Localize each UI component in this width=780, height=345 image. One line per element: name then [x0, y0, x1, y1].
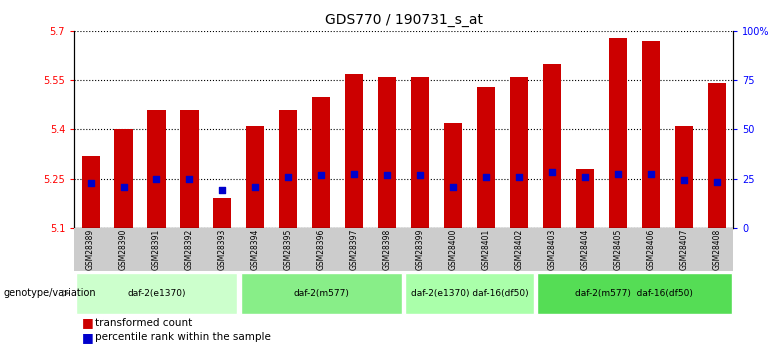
Point — [711, 179, 723, 185]
Point — [381, 172, 393, 178]
Point — [678, 177, 690, 183]
Point — [183, 176, 196, 181]
Point — [546, 169, 558, 175]
Bar — [675, 126, 693, 228]
Bar — [246, 126, 264, 228]
Point — [414, 172, 427, 178]
Bar — [147, 110, 165, 228]
Text: daf-2(e1370): daf-2(e1370) — [127, 289, 186, 298]
Text: ■: ■ — [82, 331, 94, 344]
Bar — [240, 273, 402, 314]
Text: GSM28397: GSM28397 — [349, 229, 359, 270]
Bar — [642, 41, 660, 228]
Bar — [609, 38, 627, 228]
Point — [151, 176, 163, 181]
Text: GSM28389: GSM28389 — [86, 229, 95, 270]
Text: GSM28405: GSM28405 — [613, 229, 622, 270]
Point — [447, 184, 459, 189]
Bar — [406, 273, 534, 314]
Text: GSM28392: GSM28392 — [185, 229, 194, 270]
Text: GSM28408: GSM28408 — [712, 229, 722, 270]
Text: daf-2(m577): daf-2(m577) — [293, 289, 349, 298]
Text: GSM28404: GSM28404 — [580, 229, 590, 270]
Bar — [510, 77, 528, 228]
Bar — [378, 77, 396, 228]
Bar — [576, 169, 594, 228]
Text: GSM28401: GSM28401 — [481, 229, 491, 270]
Text: daf-2(e1370) daf-16(df50): daf-2(e1370) daf-16(df50) — [411, 289, 528, 298]
Point — [84, 181, 97, 186]
Bar — [707, 83, 725, 228]
Text: GSM28400: GSM28400 — [448, 229, 458, 270]
Text: GSM28407: GSM28407 — [679, 229, 688, 270]
Bar — [411, 77, 429, 228]
Text: daf-2(m577)  daf-16(df50): daf-2(m577) daf-16(df50) — [576, 289, 693, 298]
Point — [644, 171, 657, 176]
Text: ■: ■ — [82, 316, 94, 329]
Point — [216, 187, 229, 193]
Point — [612, 171, 624, 176]
Text: GSM28395: GSM28395 — [284, 229, 292, 270]
Text: GSM28393: GSM28393 — [218, 229, 227, 270]
Bar — [180, 110, 198, 228]
Point — [512, 174, 525, 180]
Bar — [214, 198, 232, 228]
Text: GSM28406: GSM28406 — [647, 229, 655, 270]
Point — [117, 184, 129, 189]
Text: GSM28399: GSM28399 — [416, 229, 424, 270]
Text: GSM28403: GSM28403 — [548, 229, 556, 270]
Point — [315, 172, 328, 178]
Bar — [346, 74, 363, 228]
Bar — [82, 156, 100, 228]
Bar — [444, 123, 462, 228]
Text: GSM28394: GSM28394 — [251, 229, 260, 270]
Bar — [312, 97, 330, 228]
Title: GDS770 / 190731_s_at: GDS770 / 190731_s_at — [324, 13, 483, 27]
Point — [579, 174, 591, 180]
Point — [348, 171, 360, 176]
Text: transformed count: transformed count — [95, 318, 193, 327]
Bar — [537, 273, 732, 314]
Text: GSM28398: GSM28398 — [383, 229, 392, 270]
Bar — [115, 129, 133, 228]
Text: GSM28391: GSM28391 — [152, 229, 161, 270]
Bar — [543, 64, 561, 228]
Text: percentile rank within the sample: percentile rank within the sample — [95, 333, 271, 342]
Bar — [477, 87, 495, 228]
Point — [480, 174, 492, 180]
Bar — [76, 273, 237, 314]
Text: genotype/variation: genotype/variation — [4, 288, 97, 298]
Text: GSM28402: GSM28402 — [515, 229, 523, 270]
Text: GSM28396: GSM28396 — [317, 229, 326, 270]
Bar — [279, 110, 297, 228]
Point — [249, 184, 261, 189]
Point — [282, 174, 295, 180]
Text: GSM28390: GSM28390 — [119, 229, 128, 270]
